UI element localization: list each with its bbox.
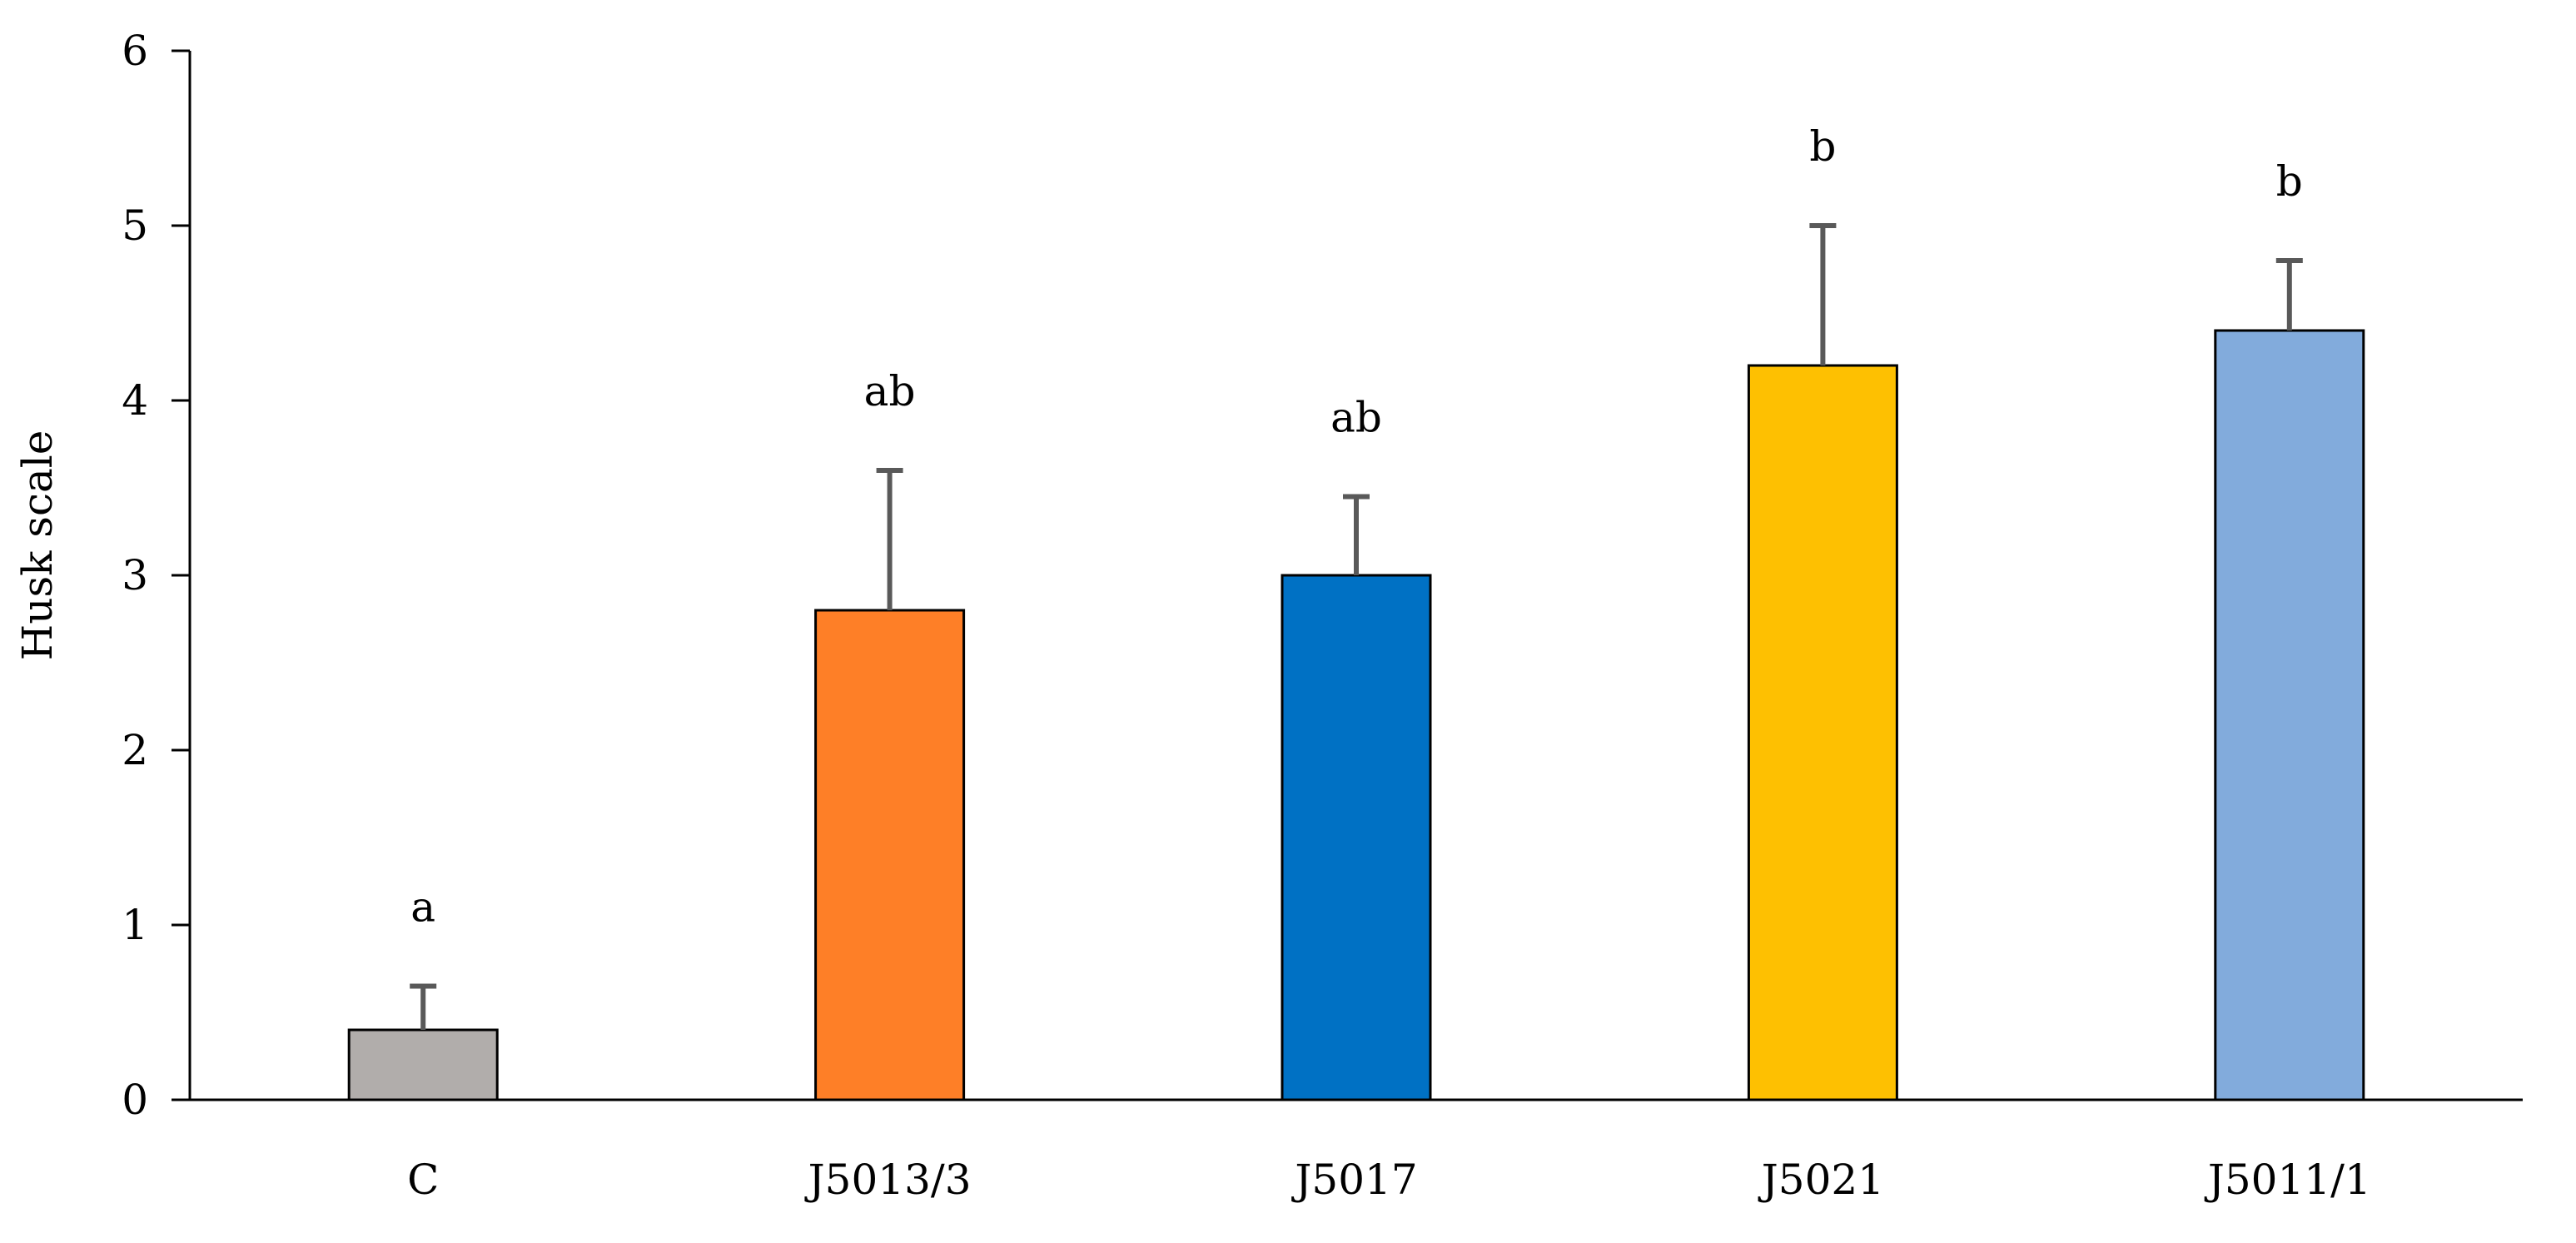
x-tick-label: J5017 xyxy=(1290,1156,1417,1204)
y-tick-label: 0 xyxy=(122,1076,148,1124)
significance-label: ab xyxy=(1330,394,1382,442)
plot-area: 0 1 2 3 4 5 6 a Cab J5013/3 ab J5017 b J5021 b J5011/1 xyxy=(122,27,2523,1204)
bar-j5013-3 xyxy=(814,609,966,1101)
significance-label: b xyxy=(2276,157,2303,206)
bar-j5021 xyxy=(1747,364,1898,1101)
x-tick-label: C xyxy=(407,1156,439,1204)
bar-j5017 xyxy=(1281,574,1432,1101)
y-tick-label: 4 xyxy=(122,376,148,425)
y-tick-label: 2 xyxy=(122,726,148,774)
x-tick-label: J5013/3 xyxy=(804,1156,972,1204)
significance-label: ab xyxy=(864,367,916,415)
y-tick-label: 6 xyxy=(122,27,148,75)
significance-label: b xyxy=(1809,122,1836,171)
bar-c xyxy=(347,1028,499,1101)
y-tick-label: 1 xyxy=(122,901,148,949)
y-tick-label: 3 xyxy=(122,551,148,599)
bar-j5011-1 xyxy=(2214,329,2365,1101)
significance-label: a xyxy=(410,883,435,932)
x-tick-label: J5011/1 xyxy=(2204,1156,2371,1204)
y-axis-title: Husk scale xyxy=(13,430,62,661)
y-tick-label: 5 xyxy=(122,201,148,250)
x-tick-label: J5021 xyxy=(1758,1156,1884,1204)
